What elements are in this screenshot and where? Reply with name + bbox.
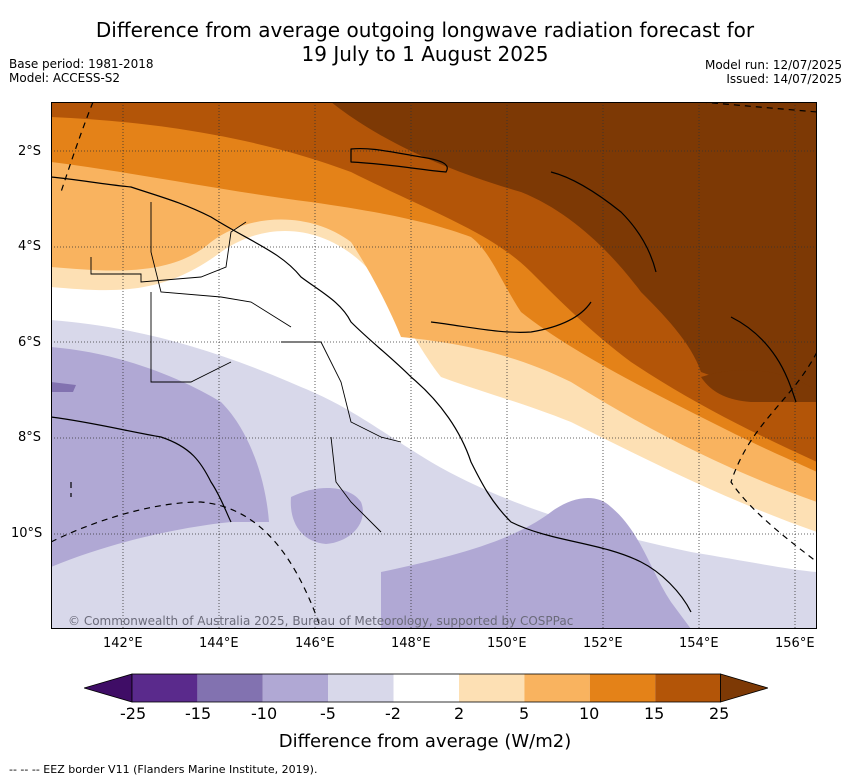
meta-right: Model run: 12/07/2025 Issued: 14/07/2025 (705, 58, 842, 86)
colorbar-tick-25: 25 (709, 704, 730, 723)
lat-label-8s: 8°S (18, 430, 42, 445)
band-plus25 (331, 102, 817, 402)
band-minus15-spot (51, 382, 76, 392)
band-minus10-c (381, 497, 691, 629)
colorbar-tick-minus10: -10 (251, 704, 278, 723)
graticule (51, 102, 817, 629)
colorbar-bin-7 (524, 674, 590, 702)
base-period: Base period: 1981-2018 (9, 57, 154, 71)
lat-label-4s: 4°S (18, 239, 42, 254)
band-minus10-b (290, 487, 363, 544)
lon-label-144e: 144°E (199, 636, 239, 651)
lon-label-156e: 156°E (775, 636, 815, 651)
lon-label-142e: 142°E (103, 636, 143, 651)
model-run: Model run: 12/07/2025 (704, 58, 842, 72)
issued-date: Issued: 14/07/2025 (726, 72, 842, 86)
colorbar-bin-3 (262, 674, 329, 702)
lon-label-152e: 152°E (583, 636, 623, 651)
eez-borders (51, 102, 817, 629)
colorbar-bin-8 (589, 674, 656, 702)
colorbar-tick-minus2: -2 (385, 704, 401, 723)
province-borders (90, 202, 402, 533)
colorbar-bin-1 (132, 674, 198, 702)
colorbar-tick-10: 10 (579, 704, 600, 723)
colorbar-tick-5: 5 (519, 704, 530, 723)
colorbar-extend-high (720, 673, 768, 703)
coastlines (51, 147, 797, 613)
colorbar-bin-9 (655, 674, 721, 702)
model-name: Model: ACCESS-S2 (9, 71, 121, 85)
meta-left: Base period: 1981-2018 Model: ACCESS-S2 (9, 57, 154, 85)
copyright-notice: © Commonwealth of Australia 2025, Bureau… (68, 614, 574, 628)
colorbar-tick-15: 15 (644, 704, 665, 723)
forecast-map (51, 102, 817, 629)
colorbar-bin-6 (459, 674, 525, 702)
lat-label-2s: 2°S (18, 144, 42, 159)
colorbar-label: Difference from average (W/m2) (278, 731, 572, 752)
title-line-2: 19 July to 1 August 2025 (301, 42, 549, 66)
band-plus25-b (701, 369, 817, 402)
colorbar-tick-minus5: -5 (320, 704, 336, 723)
lon-label-150e: 150°E (487, 636, 527, 651)
lat-label-10s: 10°S (11, 526, 43, 541)
band-minus10 (51, 347, 269, 567)
colorbar-bin-4 (328, 674, 394, 702)
lon-label-148e: 148°E (391, 636, 431, 651)
colorbar-tick-minus15: -15 (185, 704, 212, 723)
colorbar-bin-5 (393, 674, 459, 702)
lon-label-154e: 154°E (679, 636, 719, 651)
colorbar-tick-minus25: -25 (120, 704, 147, 723)
chart-title: Difference from average outgoing longwav… (0, 18, 850, 66)
eez-legend: -- -- -- EEZ border V11 (Flanders Marine… (9, 763, 318, 776)
colorbar-tick-2: 2 (454, 704, 465, 723)
colorbar-extend-low (84, 673, 133, 703)
title-line-1: Difference from average outgoing longwav… (95, 18, 755, 42)
lat-label-6s: 6°S (18, 335, 42, 350)
colorbar (84, 673, 768, 703)
colorbar-bin-2 (197, 674, 263, 702)
lon-label-146e: 146°E (295, 636, 335, 651)
